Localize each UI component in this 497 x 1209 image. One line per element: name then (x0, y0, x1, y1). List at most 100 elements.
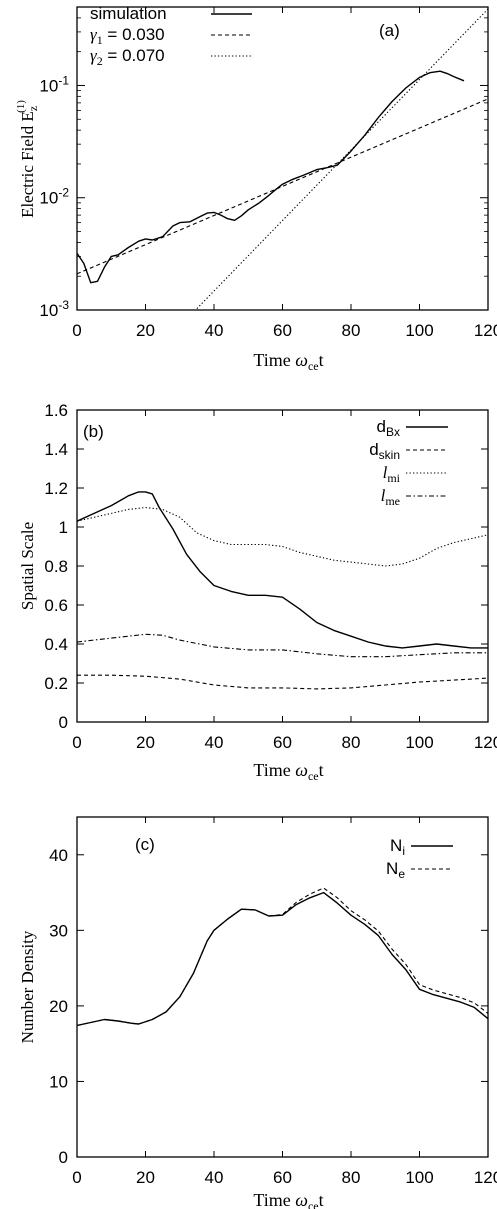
y-tick-label: 20 (49, 997, 68, 1016)
series-group (77, 8, 488, 309)
series-line-2 (77, 98, 488, 275)
text-part: N (386, 859, 398, 878)
y-axis-label: Electric Field Ez(1) (15, 100, 40, 218)
text-part: 10 (39, 301, 58, 320)
y-tick-label: 10-2 (39, 186, 69, 208)
text-part: Number Density (18, 930, 37, 1043)
y-tick-label: 1 (59, 518, 68, 537)
x-tick-label: 0 (72, 321, 81, 340)
series-line-1 (77, 891, 488, 1027)
text-part: i (402, 844, 405, 858)
text-part: γ (90, 25, 98, 44)
x-axis-label: Time ωcet (253, 1190, 323, 1209)
x-tick-label: 120 (474, 321, 497, 340)
text-part: -2 (58, 186, 69, 200)
x-tick-label: 40 (205, 321, 224, 340)
y-tick-label: 10-3 (39, 298, 69, 320)
legend-label: simulation (90, 4, 167, 23)
y-tick-label: 10-1 (39, 73, 69, 95)
x-tick-label: 120 (474, 1168, 497, 1187)
series-line-1 (77, 491, 488, 649)
x-axis-label: Time ωcet (253, 760, 323, 783)
x-tick-label: 20 (136, 1168, 155, 1187)
text-part: mi (387, 471, 400, 485)
x-tick-label: 40 (205, 733, 224, 752)
text-part: t (319, 1190, 324, 1209)
text-part: simulation (90, 4, 167, 23)
y-tick-label: 40 (49, 846, 68, 865)
series-line-2 (77, 674, 488, 690)
text-part: e (398, 867, 405, 881)
text-part: 2 (97, 54, 103, 68)
x-tick-label: 60 (273, 321, 292, 340)
text-part: 10 (39, 189, 58, 208)
y-tick-label: 1.2 (44, 479, 68, 498)
legend-label: Ne (386, 859, 405, 881)
y-axis-label: Number Density (18, 930, 37, 1043)
text-part: d (377, 417, 386, 436)
text-part: d (369, 440, 378, 459)
legend-label: Ni (390, 836, 405, 858)
text-part: ce (308, 769, 319, 783)
y-tick-label: 0.4 (44, 635, 68, 654)
text-part: = 0.030 (103, 25, 165, 44)
text-part: Time (253, 350, 295, 370)
text-part: Spatial Scale (18, 522, 37, 610)
series-line-4 (77, 633, 488, 658)
text-part: ce (308, 359, 319, 373)
text-part: Electric Field E (18, 111, 37, 218)
x-axis-label: Time ωcet (253, 350, 323, 373)
legend-label: dBx (377, 417, 400, 439)
text-part: ce (308, 1199, 319, 1209)
text-part: Time (253, 1190, 295, 1209)
legend-label: γ2 = 0.070 (90, 46, 165, 68)
x-tick-label: 120 (474, 733, 497, 752)
panel-label: (c) (135, 835, 155, 854)
chart-panel: 02040608010012010-310-210-1simulationγ1 … (15, 4, 497, 373)
text-part: γ (90, 46, 98, 65)
x-tick-label: 0 (72, 733, 81, 752)
series-line-3 (77, 506, 488, 567)
plot-frame (76, 6, 489, 311)
x-tick-label: 100 (405, 1168, 433, 1187)
series-group (77, 491, 488, 690)
x-tick-label: 60 (273, 733, 292, 752)
text-part: me (385, 494, 400, 508)
y-tick-label: 0 (59, 713, 68, 732)
text-part: l (383, 463, 388, 482)
text-part: (1) (15, 100, 27, 113)
text-part: -1 (58, 73, 69, 87)
text-part: t (319, 760, 324, 780)
legend-label: dskin (369, 440, 400, 462)
legend-label: lmi (383, 463, 401, 485)
x-tick-label: 20 (136, 321, 155, 340)
x-tick-label: 0 (72, 1168, 81, 1187)
text-part: Time (253, 760, 295, 780)
panel-label: (b) (83, 422, 104, 441)
x-tick-label: 40 (205, 1168, 224, 1187)
y-tick-label: 0.2 (44, 674, 68, 693)
y-tick-label: 10 (49, 1072, 68, 1091)
y-tick-label: 0.6 (44, 596, 68, 615)
x-tick-label: 100 (405, 733, 433, 752)
series-line-1 (77, 70, 465, 284)
x-tick-label: 20 (136, 733, 155, 752)
text-part: Bx (386, 425, 400, 439)
text-part: ω (295, 350, 308, 370)
text-part: ω (295, 760, 308, 780)
plot-frame (76, 816, 489, 1158)
series-line-2 (77, 887, 488, 1027)
chart-panel: 0 20 40 60 80 100 120 0 0.2 0.4 0.6 0.8 1 1.2 1.4 1.6 dB… (18, 401, 497, 783)
text-part: = 0.070 (103, 46, 165, 65)
x-tick-label: 100 (405, 321, 433, 340)
y-tick-label: 0.8 (44, 557, 68, 576)
y-tick-label: 1.6 (44, 401, 68, 420)
plot-frame (76, 409, 489, 723)
y-tick-label: 1.4 (44, 440, 68, 459)
text-part: z (26, 106, 40, 111)
y-axis-label: Spatial Scale (18, 522, 37, 610)
